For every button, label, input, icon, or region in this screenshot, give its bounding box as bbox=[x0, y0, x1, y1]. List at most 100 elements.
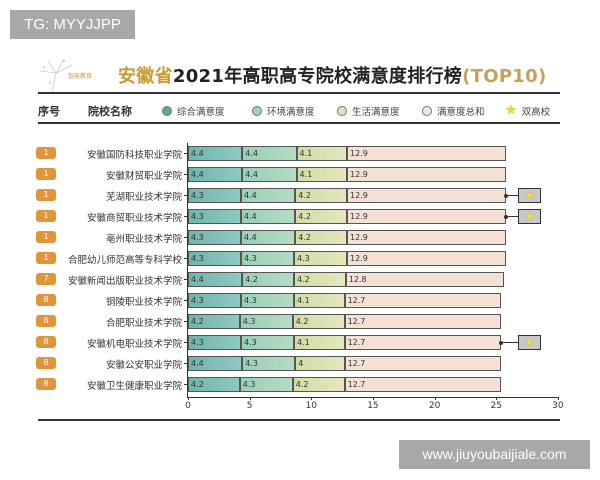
bar-segment-environment: 4.4 bbox=[241, 188, 296, 203]
bar-segment-life: 4.1 bbox=[296, 146, 348, 161]
bar-segment-overall: 4.4 bbox=[188, 272, 243, 287]
x-tick-mark bbox=[372, 397, 374, 400]
title-divider bbox=[38, 92, 560, 94]
x-tick-label: 10 bbox=[305, 401, 318, 411]
star-connector bbox=[504, 214, 518, 219]
bar-segment-life: 4.1 bbox=[294, 335, 345, 350]
rank-badge: 1 bbox=[36, 147, 56, 159]
x-tick-label: 30 bbox=[552, 401, 564, 411]
star-connector bbox=[499, 340, 518, 345]
legend-item-total: 满意度总和 bbox=[422, 104, 485, 118]
school-name: 芜湖职业技术学院 bbox=[105, 192, 182, 203]
school-name: 安徽新闻出版职业技术学院 bbox=[67, 276, 182, 287]
legend-dot-icon bbox=[162, 106, 172, 116]
name-column-header: 院校名称 bbox=[88, 105, 132, 118]
y-tick bbox=[184, 153, 188, 154]
bar-segment-life: 4.2 bbox=[294, 272, 346, 287]
title-suffix: (TOP10) bbox=[462, 66, 547, 87]
double-high-star-icon: ★ bbox=[518, 188, 541, 203]
y-tick bbox=[184, 342, 188, 343]
legend-label: 满意度总和 bbox=[437, 107, 485, 118]
legend-item-environment: 环境满意度 bbox=[252, 104, 315, 118]
legend-label: 生活满意度 bbox=[352, 107, 400, 118]
title-prefix: 安徽省 bbox=[118, 66, 173, 87]
x-tick-mark bbox=[188, 397, 189, 400]
legend-label: 环境满意度 bbox=[267, 107, 315, 118]
bar-segment-environment: 4.2 bbox=[242, 272, 295, 287]
bar-segment-environment: 4.3 bbox=[241, 251, 295, 266]
bar-segment-overall: 4.4 bbox=[188, 146, 243, 161]
bar-segment-environment: 4.3 bbox=[241, 335, 295, 350]
legend-label: 双高校 bbox=[521, 107, 551, 118]
bar-segment-overall: 4.3 bbox=[188, 230, 242, 245]
bar-segment-life: 4.3 bbox=[294, 251, 348, 266]
legend-dot-icon bbox=[337, 106, 347, 116]
bar-segment-life: 4.2 bbox=[292, 314, 345, 329]
school-name: 铜陵职业技术学院 bbox=[105, 297, 182, 308]
bar-segment-overall: 4.2 bbox=[188, 377, 240, 392]
y-tick bbox=[184, 195, 188, 196]
watermark-top-label: TG: MYYJJPP bbox=[10, 10, 135, 39]
rank-badge: 1 bbox=[36, 189, 56, 201]
school-name: 安徽卫生健康职业学院 bbox=[86, 381, 182, 392]
legend-label: 综合满意度 bbox=[177, 107, 225, 118]
rank-badge: 1 bbox=[36, 210, 56, 222]
bar-segment-life: 4.2 bbox=[295, 209, 348, 224]
bar-segment-overall: 4.3 bbox=[188, 209, 242, 224]
legend-item-double-high: ★ 双高校 bbox=[505, 104, 550, 118]
star-icon: ★ bbox=[505, 103, 517, 118]
bar-segment-environment: 4.4 bbox=[241, 230, 296, 245]
bar-segment-overall: 4.3 bbox=[188, 293, 242, 308]
rank-badge: 8 bbox=[36, 315, 56, 327]
bar-segment-total: 12.9 bbox=[347, 167, 507, 182]
bar-segment-overall: 4.4 bbox=[188, 167, 243, 182]
bar-segment-total: 12.9 bbox=[347, 230, 507, 245]
bar-segment-total: 12.9 bbox=[347, 146, 507, 161]
bar-segment-total: 12.8 bbox=[345, 272, 504, 287]
legend-dot-icon bbox=[422, 106, 432, 116]
school-name: 安徽国防科技职业学院 bbox=[86, 150, 182, 161]
bar-segment-life: 4 bbox=[295, 356, 345, 371]
bar-segment-life: 4.2 bbox=[295, 230, 348, 245]
bar-segment-life: 4.1 bbox=[294, 293, 345, 308]
chart-title: 安徽省2021年高职高专院校满意度排行榜(TOP10) bbox=[118, 62, 546, 88]
y-tick bbox=[184, 279, 188, 280]
bar-segment-life: 4.2 bbox=[292, 377, 345, 392]
logo-text: 智能教育 bbox=[68, 73, 93, 80]
bar-segment-life: 4.1 bbox=[296, 167, 348, 182]
y-tick bbox=[184, 300, 188, 301]
legend-item-life: 生活满意度 bbox=[337, 104, 400, 118]
rank-badge: 1 bbox=[36, 252, 56, 264]
bar-segment-overall: 4.4 bbox=[188, 356, 243, 371]
title-main: 2021年高职高专院校满意度排行榜 bbox=[172, 66, 463, 87]
bar-segment-total: 12.7 bbox=[344, 356, 502, 371]
school-name: 合肥幼儿师范高等专科学校 bbox=[67, 255, 182, 266]
star-connector bbox=[504, 193, 518, 198]
legend-item-overall: 综合满意度 bbox=[162, 104, 225, 118]
logo-sparkle-icon bbox=[39, 58, 73, 93]
y-tick bbox=[184, 174, 188, 175]
bar-segment-overall: 4.3 bbox=[188, 188, 242, 203]
bar-segment-life: 4.2 bbox=[295, 188, 348, 203]
school-name: 安徽商贸职业技术学院 bbox=[86, 213, 182, 224]
y-axis bbox=[187, 143, 188, 398]
y-tick bbox=[184, 384, 188, 385]
double-high-star-icon: ★ bbox=[518, 209, 541, 224]
rank-badge: 1 bbox=[36, 231, 56, 243]
y-tick bbox=[184, 216, 188, 217]
bar-segment-total: 12.7 bbox=[344, 314, 502, 329]
x-tick-label: 15 bbox=[367, 401, 379, 411]
bar-segment-overall: 4.2 bbox=[188, 314, 240, 329]
y-tick bbox=[184, 321, 188, 322]
bar-segment-total: 12.9 bbox=[347, 251, 507, 266]
legend-dot-icon bbox=[252, 106, 262, 116]
bar-segment-total: 12.9 bbox=[347, 188, 507, 203]
x-tick-mark bbox=[496, 397, 498, 400]
bar-segment-overall: 4.3 bbox=[188, 335, 242, 350]
school-name: 亳州职业技术学院 bbox=[105, 234, 182, 245]
bar-segment-overall: 4.3 bbox=[188, 251, 242, 266]
x-tick-mark bbox=[557, 397, 559, 400]
rank-badge: 8 bbox=[36, 357, 56, 369]
school-name: 合肥职业技术学院 bbox=[105, 318, 182, 329]
rank-badge: 7 bbox=[36, 273, 56, 285]
